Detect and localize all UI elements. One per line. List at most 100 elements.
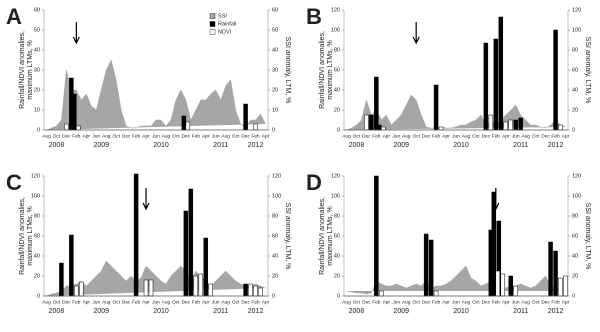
x-tick-label: Oct xyxy=(532,133,540,139)
rainfall-bar xyxy=(518,117,523,131)
y2-tick-label: 60 xyxy=(272,7,278,13)
x-tick-label: Apr xyxy=(202,133,210,139)
rainfall-bar xyxy=(69,234,74,297)
ndvi-bar xyxy=(379,290,384,297)
y-tick-label: 20 xyxy=(334,107,340,113)
x-tick-label: Oct xyxy=(532,299,540,305)
ndvi-bar xyxy=(495,270,501,297)
rainfall-bar xyxy=(72,93,77,131)
year-label: 2010 xyxy=(453,142,469,149)
x-tick-label: Aug xyxy=(221,299,230,305)
rainfall-bar xyxy=(553,29,558,131)
x-tick-label: Jun xyxy=(92,299,100,305)
ndvi-bar xyxy=(253,285,258,297)
x-tick-label: Feb xyxy=(192,133,201,139)
year-label: 2012 xyxy=(548,142,564,149)
x-tick-label: Aug xyxy=(342,133,351,139)
arrow xyxy=(142,188,150,211)
x-tick-label: Dec xyxy=(182,299,191,305)
ndvi-bar xyxy=(563,275,568,297)
x-tick-label: Feb xyxy=(251,133,260,139)
ndvi-bar xyxy=(503,121,509,131)
y-axis-title: maximum LTMs, % xyxy=(327,206,334,265)
y2-tick-label: 80 xyxy=(572,47,578,53)
x-tick-label: Feb xyxy=(372,299,381,305)
y-tick-label: 120 xyxy=(331,173,340,179)
y2-axis-title: SSI anomaly, LTM, % xyxy=(584,37,591,104)
x-tick-label: Apr xyxy=(262,299,270,305)
y-tick-label: 120 xyxy=(31,173,40,179)
x-tick-label: Feb xyxy=(432,299,441,305)
x-tick-label: Dec xyxy=(362,299,371,305)
year-label: 2012 xyxy=(248,142,264,149)
x-tick-label: Dec xyxy=(362,133,371,139)
rainfall-bar xyxy=(374,175,379,297)
ndvi-bar xyxy=(193,275,199,297)
rainfall-bar xyxy=(374,76,379,131)
arrow xyxy=(72,22,80,45)
ndvi-bar xyxy=(248,283,253,297)
x-tick-label: Oct xyxy=(172,299,180,305)
y-tick-label: 40 xyxy=(34,47,40,53)
y-axis-title: Rainfall/NDVI anomalies, xyxy=(319,31,326,109)
y2-tick-label: 120 xyxy=(272,173,281,179)
y2-axis-title: SSI anomaly, LTM, % xyxy=(284,203,291,270)
panel-letter: D xyxy=(306,170,322,195)
rainfall-bar xyxy=(188,188,194,297)
x-tick-label: Feb xyxy=(551,133,560,139)
x-tick-label: Oct xyxy=(412,299,420,305)
year-label: 2009 xyxy=(393,308,409,315)
x-tick-label: Jun xyxy=(212,133,220,139)
ndvi-bar xyxy=(64,123,69,131)
year-label: 2010 xyxy=(153,142,169,149)
y2-tick-label: 0 xyxy=(272,127,275,133)
ndvi-bar xyxy=(558,277,563,297)
x-tick-label: Dec xyxy=(541,133,550,139)
y2-tick-label: 40 xyxy=(272,253,278,259)
x-tick-label: Apr xyxy=(83,133,91,139)
x-tick-label: Apr xyxy=(562,299,570,305)
x-tick-label: Feb xyxy=(72,299,81,305)
year-label: 2011 xyxy=(213,308,228,315)
x-tick-label: Dec xyxy=(122,133,131,139)
panel-letter: B xyxy=(306,4,322,29)
x-tick-label: Aug xyxy=(42,299,51,305)
y-tick-label: 20 xyxy=(34,273,40,279)
x-tick-label: Oct xyxy=(232,299,240,305)
panel: A 0 10 20 30 40 50 60 0 10 20 30 40 50 60 Rainfall/NDVI… xyxy=(6,4,291,149)
x-tick-label: Apr xyxy=(383,133,391,139)
y-axis-title: Rainfall/NDVI anomalies, xyxy=(19,197,26,275)
x-tick-label: Jun xyxy=(392,133,400,139)
x-tick-label: Feb xyxy=(132,299,141,305)
x-tick-label: Feb xyxy=(132,133,141,139)
x-tick-label: Jun xyxy=(452,299,460,305)
x-tick-label: Feb xyxy=(72,133,81,139)
y2-tick-label: 0 xyxy=(572,293,575,299)
y2-tick-label: 10 xyxy=(272,107,278,113)
y-tick-label: 40 xyxy=(34,253,40,259)
rainfall-bar xyxy=(183,210,189,297)
x-tick-label: Dec xyxy=(422,133,431,139)
rainfall-bar xyxy=(133,173,139,297)
x-tick-label: Aug xyxy=(102,133,111,139)
y-tick-label: 20 xyxy=(34,87,40,93)
legend-swatch xyxy=(209,29,216,35)
y-axis-title: maximum LTMs, % xyxy=(27,206,34,265)
year-label: 2008 xyxy=(349,308,365,315)
y-tick-label: 20 xyxy=(334,273,340,279)
x-tick-label: Aug xyxy=(521,133,530,139)
x-tick-label: Oct xyxy=(472,299,480,305)
x-tick-label: Jun xyxy=(152,299,160,305)
x-tick-label: Oct xyxy=(353,299,361,305)
y-tick-label: 0 xyxy=(37,293,40,299)
year-label: 2012 xyxy=(248,308,264,315)
ndvi-bar xyxy=(513,285,518,297)
y-tick-label: 120 xyxy=(331,7,340,13)
y2-tick-label: 40 xyxy=(572,87,578,93)
ndvi-bar xyxy=(258,287,263,297)
y-axis-title: Rainfall/NDVI anomalies, xyxy=(319,197,326,275)
x-tick-label: Dec xyxy=(182,133,191,139)
legend-label: SSI xyxy=(218,13,227,19)
x-tick-label: Dec xyxy=(122,299,131,305)
x-tick-label: Feb xyxy=(432,133,441,139)
